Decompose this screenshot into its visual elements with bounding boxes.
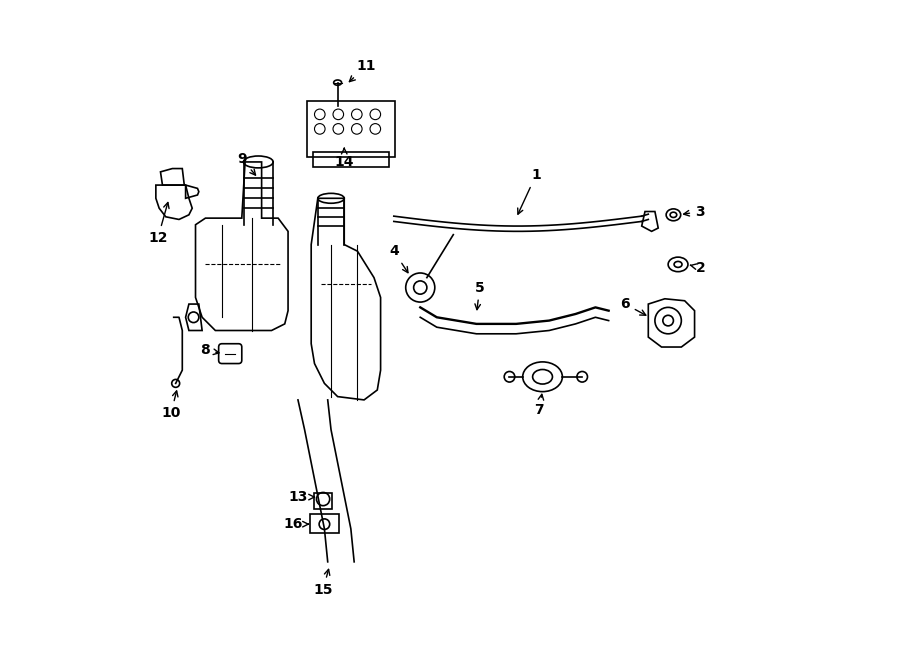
Text: 13: 13 bbox=[288, 490, 314, 504]
Text: 14: 14 bbox=[335, 148, 354, 169]
Text: 6: 6 bbox=[620, 297, 646, 315]
Text: 16: 16 bbox=[283, 517, 309, 531]
Text: 10: 10 bbox=[161, 391, 181, 420]
Text: 2: 2 bbox=[690, 260, 707, 275]
Text: 11: 11 bbox=[349, 59, 376, 82]
Text: 5: 5 bbox=[475, 280, 484, 310]
Text: 1: 1 bbox=[518, 168, 541, 214]
Text: 12: 12 bbox=[148, 202, 169, 245]
Text: 9: 9 bbox=[237, 151, 256, 175]
Text: 8: 8 bbox=[201, 343, 219, 358]
Text: 15: 15 bbox=[313, 569, 333, 597]
Text: 7: 7 bbox=[535, 394, 544, 417]
Text: 4: 4 bbox=[389, 244, 408, 273]
Text: 3: 3 bbox=[684, 204, 705, 219]
